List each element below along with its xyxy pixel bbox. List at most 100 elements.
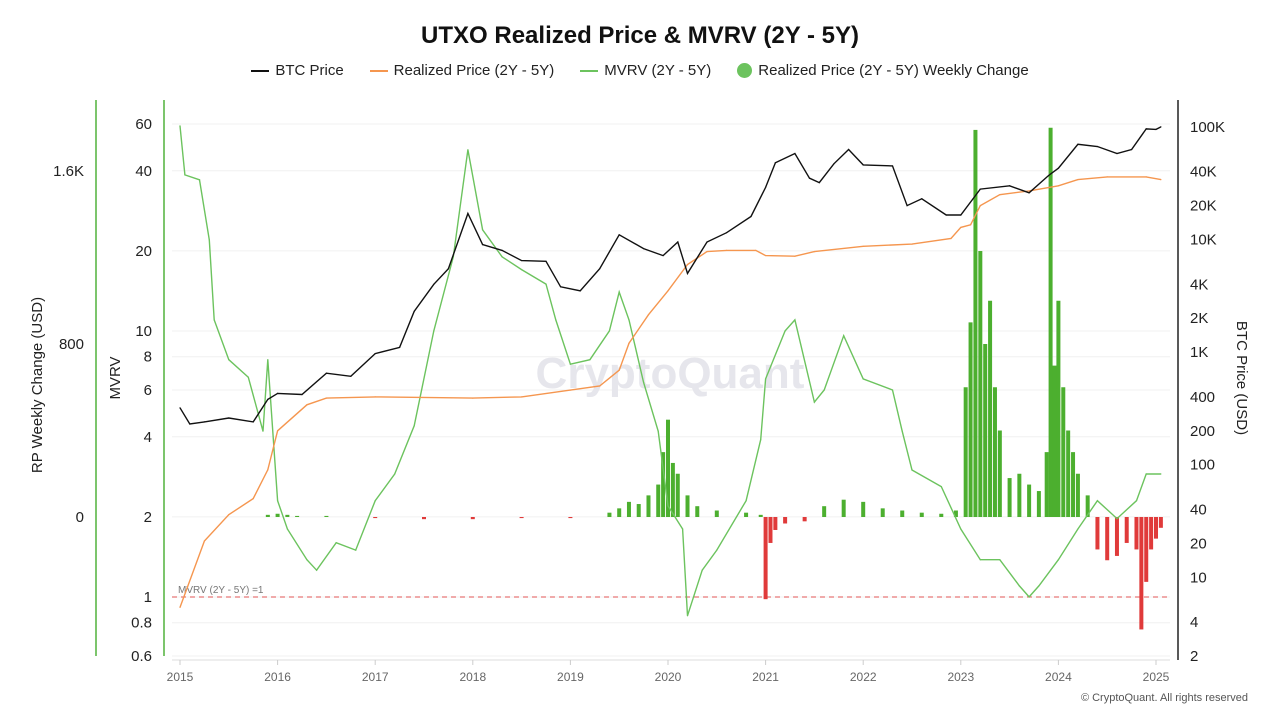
data-point [579, 290, 581, 292]
weekly-change-bar [685, 495, 690, 517]
data-point [501, 256, 503, 258]
data-point [203, 421, 205, 423]
data-point [813, 401, 816, 403]
data-point [467, 149, 469, 151]
data-point [252, 497, 254, 500]
data-point [745, 500, 747, 502]
data-point [1018, 585, 1020, 587]
data-point [1057, 185, 1059, 187]
data-point [467, 212, 469, 215]
data-point [999, 559, 1001, 561]
x-tick-label: 2019 [557, 670, 584, 684]
data-point [1057, 167, 1059, 169]
data-point [228, 514, 230, 516]
data-point [643, 248, 645, 250]
reference-line-label: MVRV (2Y - 5Y) =1 [178, 585, 264, 596]
legend-item-btc-price[interactable]: BTC Price [251, 62, 344, 79]
data-point [277, 392, 279, 394]
btc-tick-label: 2 [1190, 648, 1198, 665]
series-line-btc-price [179, 126, 1162, 425]
btc-tick-label: 40 [1190, 502, 1207, 519]
data-point [901, 430, 903, 432]
weekly-change-bar [285, 514, 290, 517]
data-point [628, 319, 630, 321]
data-point [555, 319, 557, 321]
weekly-change-bar [646, 495, 651, 517]
series-line-mvrv-2y-5y- [179, 125, 1161, 616]
data-point [862, 378, 864, 380]
data-point [774, 162, 776, 164]
data-point [599, 385, 601, 387]
data-point [1009, 185, 1011, 187]
weekly-change-bar [939, 513, 944, 517]
data-point [911, 243, 913, 245]
data-point [794, 319, 796, 321]
data-point [1028, 596, 1030, 598]
weekly-change-bar [519, 517, 524, 519]
data-point [1131, 148, 1133, 151]
data-point [1135, 500, 1138, 502]
weekly-change-bar [773, 517, 778, 530]
data-point [1096, 500, 1099, 502]
data-point [643, 381, 645, 384]
btc-tick-label: 100 [1190, 457, 1215, 474]
weekly-change-bar [656, 484, 661, 517]
data-point [906, 204, 908, 207]
weekly-change-bar [744, 512, 749, 517]
data-point [823, 389, 825, 391]
data-point [203, 540, 205, 542]
legend-item-mvrv[interactable]: MVRV (2Y - 5Y) [580, 62, 711, 79]
weekly-change-bar [1139, 517, 1144, 630]
mvrv-tick-label: 0.8 [131, 615, 152, 632]
weekly-change-bar [983, 344, 988, 517]
weekly-change-bar [1044, 452, 1049, 517]
data-point [628, 342, 630, 344]
data-point [657, 430, 659, 432]
data-point [599, 268, 601, 270]
data-point [1160, 179, 1162, 181]
data-point [569, 389, 572, 391]
data-point [808, 177, 811, 179]
weekly-change-bar [265, 514, 270, 517]
data-point [960, 528, 962, 530]
data-point [179, 606, 181, 609]
data-point [208, 239, 210, 241]
weekly-change-bar [695, 506, 700, 517]
data-point [325, 397, 327, 399]
data-point [325, 372, 327, 374]
data-point [481, 229, 484, 231]
rp-axis-title: RP Weekly Change (USD) [29, 297, 46, 473]
legend-label: MVRV (2Y - 5Y) [604, 62, 712, 79]
legend-item-realized-price[interactable]: Realized Price (2Y - 5Y) [369, 62, 554, 79]
data-point [228, 359, 230, 361]
data-point [481, 244, 484, 246]
data-point [286, 528, 288, 530]
weekly-change-bar [802, 517, 807, 522]
weekly-change-bar [1052, 365, 1057, 517]
btc-tick-label: 400 [1190, 389, 1215, 406]
data-point [706, 241, 708, 243]
mvrv-tick-label: 60 [135, 116, 152, 133]
data-point [1160, 126, 1162, 128]
chart-title: UTXO Realized Price & MVRV (2Y - 5Y) [421, 22, 859, 49]
x-tick-label: 2017 [362, 670, 389, 684]
weekly-change-bar [1114, 517, 1119, 556]
data-point [228, 417, 230, 419]
data-point [447, 268, 449, 270]
weekly-change-bar [763, 517, 768, 600]
weekly-change-bar [1154, 517, 1158, 539]
data-point [794, 152, 796, 155]
data-point [794, 255, 796, 257]
legend-item-weekly-change[interactable]: Realized Price (2Y - 5Y) Weekly Change [737, 62, 1029, 79]
data-point [667, 290, 669, 292]
weekly-change-bar [968, 322, 973, 517]
mvrv-axis-title: MVRV [107, 356, 124, 399]
weekly-change-bar [1124, 517, 1129, 543]
data-point [198, 179, 201, 181]
x-tick-label: 2015 [167, 670, 194, 684]
x-tick-label: 2020 [655, 670, 682, 684]
data-point [969, 224, 972, 226]
data-point [784, 330, 786, 332]
